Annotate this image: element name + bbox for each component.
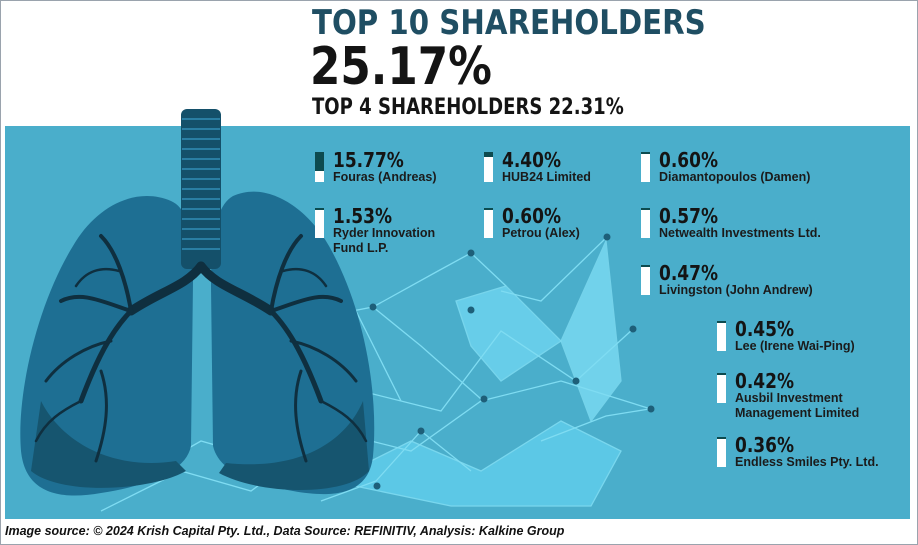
shareholder-name: Endless Smiles Pty. Ltd. [735,455,879,470]
shareholder-name: Ryder Innovation Fund L.P. [333,226,435,255]
name-line: Endless Smiles Pty. Ltd. [735,455,879,469]
value-bar [315,152,324,182]
shareholder-name: HUB24 Limited [502,170,591,185]
network-node [373,482,381,490]
shareholder-percentage: 0.47% [659,261,718,285]
network-shape [560,238,622,423]
network-graphic [100,236,652,512]
value-bar [484,152,493,182]
value-bar-fill [641,152,650,155]
name-line: Management Limited [735,405,860,420]
left-lung-shade [31,401,186,488]
name-line: Diamantopoulos (Damen) [659,170,811,184]
name-line: Livingston (John Andrew) [659,283,813,297]
name-line: Petrou (Alex) [502,226,580,240]
network-node [572,377,580,385]
value-bar [641,265,650,295]
source-footer: Image source: © 2024 Krish Capital Pty. … [5,524,565,538]
network-shape [455,285,563,382]
shareholder-percentage: 0.60% [659,148,718,172]
value-bar-fill [315,152,324,171]
value-bar [717,437,726,467]
value-bar [641,152,650,182]
value-bar-fill [717,437,726,440]
network-node [369,303,377,311]
shareholder-percentage: 0.42% [735,369,794,393]
shareholder-percentage: 4.40% [502,148,561,172]
shareholder-percentage: 0.60% [502,204,561,228]
shareholder-name: Diamantopoulos (Damen) [659,170,810,185]
shareholder-percentage: 0.45% [735,317,794,341]
network-node [480,395,488,403]
trachea-rings [182,118,220,250]
value-bar [484,208,493,238]
name-line: Netwealth Investments Ltd. [659,226,821,240]
name-line: HUB24 Limited [502,170,591,184]
shareholder-percentage: 0.57% [659,204,718,228]
bronchi [34,234,368,463]
network-nodes [127,233,655,490]
shareholder-name: Fouras (Andreas) [333,170,437,185]
shareholder-name: Livingston (John Andrew) [659,283,813,298]
shareholder-name: Petrou (Alex) [502,226,580,241]
value-bar [717,321,726,351]
value-bar-fill [717,373,726,376]
page-title: TOP 10 SHAREHOLDERS [312,3,706,43]
name-line: Lee (Irene Wai-Ping) [735,339,855,353]
name-line: Fouras (Andreas) [333,170,437,184]
value-bar-fill [717,321,726,324]
network-node [467,306,475,314]
value-bar-fill [641,265,650,268]
network-node [417,427,425,435]
shareholder-name: Ausbil Investment Management Limited [735,391,859,420]
network-line [350,300,402,402]
shareholder-percentage: 1.53% [333,204,392,228]
network-node [647,405,655,413]
shareholder-name: Netwealth Investments Ltd. [659,226,821,241]
value-bar [315,208,324,238]
right-lung-shade [219,401,369,490]
name-line: Ausbil Investment [735,391,843,405]
network-node [467,249,475,257]
top4-summary: TOP 4 SHAREHOLDERS 22.31% [312,95,624,120]
value-bar-fill [641,208,650,211]
lungs-graphic [20,109,375,496]
network-line [372,252,507,308]
network-shape [329,420,622,507]
network-line [500,236,608,302]
shareholder-name: Lee (Irene Wai-Ping) [735,339,855,354]
value-bar-fill [484,152,493,158]
total-percentage: 25.17% [310,37,492,97]
network-line [540,408,650,442]
name-line: Fund L.P. [333,240,389,255]
network-node [603,233,611,241]
value-bar-fill [484,208,493,211]
value-bar [641,208,650,238]
shareholder-percentage: 15.77% [333,148,404,172]
name-line: Ryder Innovation [333,226,436,240]
network-node [629,325,637,333]
network-line [320,430,472,502]
value-bar-fill [315,208,324,211]
value-bar [717,373,726,403]
shareholder-percentage: 0.36% [735,433,794,457]
